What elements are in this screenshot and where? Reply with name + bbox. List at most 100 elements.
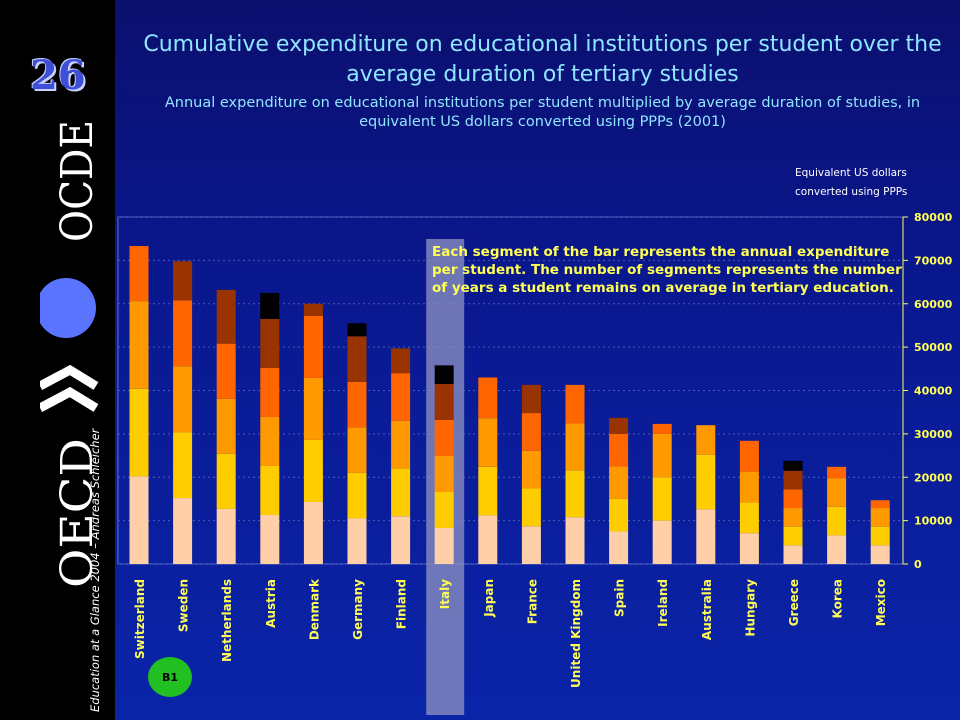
bar-segment-united-kingdom-4	[565, 384, 585, 424]
bar-segment-mexico-4	[870, 500, 890, 509]
bar-segment-denmark-5	[303, 303, 323, 316]
bar-segment-finland-3	[391, 420, 411, 469]
logo-circle-icon	[40, 278, 96, 338]
bar-segment-germany-2	[347, 472, 367, 519]
unit-label-line-1: Equivalent US dollars	[795, 167, 907, 179]
bar-segment-austria-4	[260, 367, 280, 417]
bar-segment-korea-4	[827, 466, 847, 479]
y-tick-label: 20000	[914, 471, 953, 484]
bar-segment-germany-3	[347, 427, 367, 473]
bar-segment-australia-2	[696, 454, 716, 510]
y-tick-label: 50000	[914, 341, 953, 354]
bar-segment-sweden-3	[173, 366, 193, 433]
category-label-spain: Spain	[613, 579, 627, 617]
logo-bottom-text: OECD	[52, 438, 100, 588]
slide-number: 26	[30, 52, 86, 99]
bar-segment-united-kingdom-3	[565, 423, 585, 471]
chart-title: Cumulative expenditure on educational in…	[143, 32, 942, 87]
bar-segment-greece-2	[783, 526, 803, 546]
bar-segment-japan-3	[478, 418, 498, 467]
bar-segment-korea-2	[827, 506, 847, 536]
bar-segment-united-kingdom-1	[565, 517, 585, 564]
category-label-mexico: Mexico	[874, 579, 888, 626]
bar-segment-australia-3	[696, 425, 716, 455]
bar-segment-netherlands-2	[216, 453, 236, 509]
category-label-italy: Italy	[438, 579, 452, 609]
sidebar: 26 OCDE OECD Education at a Glance 2004 …	[0, 0, 115, 720]
bar-segment-greece-6	[783, 460, 803, 471]
bar-segment-italy-2	[434, 491, 454, 528]
y-tick-label: 70000	[914, 254, 953, 267]
bar-segment-ireland-4	[652, 423, 672, 434]
bar-segment-mexico-1	[870, 545, 890, 564]
bar-segment-hungary-2	[739, 502, 759, 534]
y-tick-label: 40000	[914, 385, 953, 398]
chart-annotation: Each segment of the bar represents the a…	[432, 244, 902, 296]
bar-segment-germany-5	[347, 336, 367, 382]
bar-segment-mexico-3	[870, 508, 890, 527]
bar-segment-ireland-2	[652, 477, 672, 521]
category-label-japan: Japan	[482, 579, 496, 618]
bar-segment-finland-2	[391, 468, 411, 517]
bar-segment-ireland-1	[652, 520, 672, 564]
bar-segment-japan-1	[478, 515, 498, 564]
bar-segment-austria-1	[260, 514, 280, 564]
category-label-netherlands: Netherlands	[220, 579, 234, 662]
bar-segment-netherlands-1	[216, 508, 236, 564]
bar-segment-italy-6	[434, 365, 454, 384]
category-label-australia: Australia	[700, 579, 714, 640]
slide-main	[115, 0, 960, 720]
bar-segment-spain-2	[609, 498, 629, 532]
bar-segment-denmark-2	[303, 439, 323, 502]
bar-segment-sweden-2	[173, 432, 193, 499]
oecd-logo: OCDE OECD	[40, 120, 100, 588]
y-tick-label: 10000	[914, 515, 953, 528]
category-label-korea: Korea	[831, 579, 845, 619]
bar-segment-italy-1	[434, 527, 454, 564]
bar-segment-netherlands-5	[216, 289, 236, 344]
bar-segment-denmark-3	[303, 377, 323, 440]
bar-segment-denmark-4	[303, 315, 323, 378]
bar-segment-finland-1	[391, 516, 411, 564]
bar-segment-greece-3	[783, 508, 803, 527]
bar-segment-sweden-5	[173, 261, 193, 301]
bar-segment-japan-2	[478, 466, 498, 516]
logo-top-text: OCDE	[52, 120, 100, 242]
y-tick-label: 0	[914, 558, 922, 571]
bar-segment-netherlands-3	[216, 398, 236, 454]
bar-segment-switzerland-1	[129, 476, 149, 564]
bar-segment-switzerland-3	[129, 301, 149, 389]
indicator-badge: B1	[148, 657, 192, 697]
y-tick-label: 60000	[914, 298, 953, 311]
bar-segment-spain-4	[609, 433, 629, 467]
bar-segment-greece-1	[783, 545, 803, 564]
bar-segment-switzerland-2	[129, 388, 149, 477]
bar-segment-hungary-1	[739, 533, 759, 564]
category-label-switzerland: Switzerland	[133, 579, 147, 659]
bar-segment-germany-6	[347, 323, 367, 337]
bar-segment-hungary-4	[739, 440, 759, 472]
logo-arrows-icon	[40, 364, 99, 412]
bar-segment-france-5	[521, 384, 541, 414]
bar-segment-korea-1	[827, 535, 847, 564]
bar-segment-ireland-3	[652, 433, 672, 478]
bar-segment-japan-4	[478, 377, 498, 419]
category-label-germany: Germany	[351, 579, 365, 640]
bar-segment-austria-6	[260, 292, 280, 319]
bar-segment-austria-2	[260, 465, 280, 515]
bar-segment-denmark-1	[303, 501, 323, 564]
bar-segment-finland-5	[391, 348, 411, 374]
bar-segment-sweden-1	[173, 498, 193, 564]
category-label-sweden: Sweden	[177, 579, 191, 632]
bar-segment-spain-3	[609, 466, 629, 499]
category-label-hungary: Hungary	[743, 579, 757, 637]
category-label-austria: Austria	[264, 579, 278, 628]
category-label-ireland: Ireland	[656, 579, 670, 627]
bar-segment-australia-1	[696, 509, 716, 564]
bar-segment-spain-1	[609, 531, 629, 564]
bar-segment-hungary-3	[739, 471, 759, 503]
unit-label: Equivalent US dollars converted using PP…	[795, 164, 907, 202]
category-label-united-kingdom: United Kingdom	[569, 579, 583, 688]
category-label-finland: Finland	[395, 579, 409, 629]
